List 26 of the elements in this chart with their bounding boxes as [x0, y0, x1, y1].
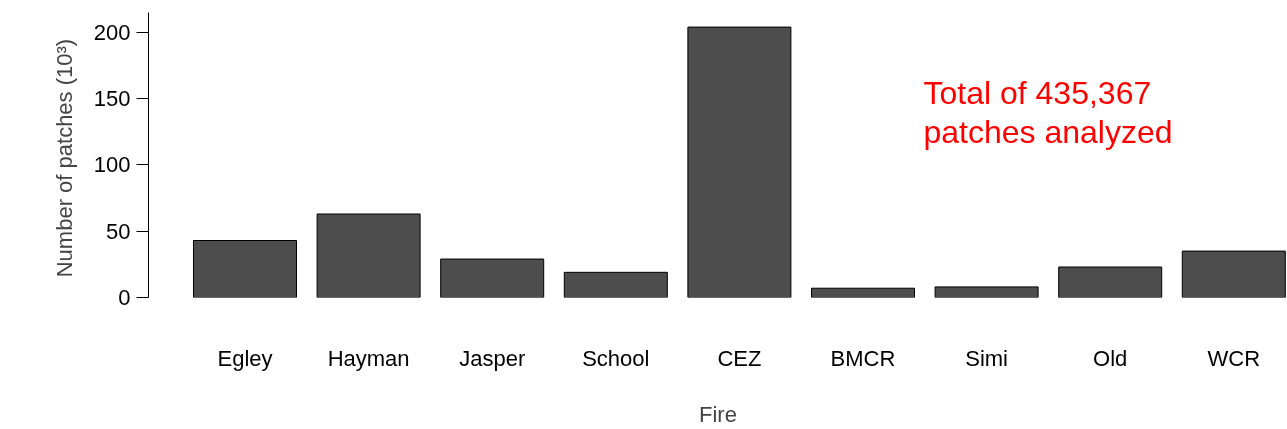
- x-tick-label: School: [582, 345, 650, 371]
- x-tick-label: Old: [1093, 345, 1128, 371]
- x-tick-label: Hayman: [327, 345, 410, 371]
- x-tick-label: Simi: [965, 345, 1008, 371]
- y-tick-label: 50: [106, 218, 131, 244]
- x-tick-label: BMCR: [830, 345, 896, 371]
- bar: [1058, 266, 1163, 298]
- bar: [1181, 250, 1286, 298]
- y-tick-label: 200: [93, 19, 131, 45]
- y-tick-label: 0: [118, 285, 131, 310]
- x-tick-label: Jasper: [459, 345, 526, 371]
- bar: [811, 287, 915, 298]
- x-tick-label: WCR: [1207, 345, 1261, 371]
- bar: [193, 240, 297, 298]
- bar: [440, 258, 545, 298]
- y-axis-title: Number of patches (10³): [51, 38, 77, 278]
- y-tick-label: 150: [93, 86, 131, 112]
- annotation: Total of 435,367 patches analyzed: [923, 74, 1173, 151]
- bar: [316, 213, 421, 298]
- bar: [934, 286, 1039, 298]
- bar: [563, 271, 668, 298]
- x-axis-title: Fire: [699, 401, 737, 427]
- bar: [687, 26, 792, 298]
- x-tick-label: Egley: [217, 345, 273, 371]
- x-tick-label: CEZ: [717, 345, 762, 371]
- y-tick-label: 100: [93, 152, 131, 178]
